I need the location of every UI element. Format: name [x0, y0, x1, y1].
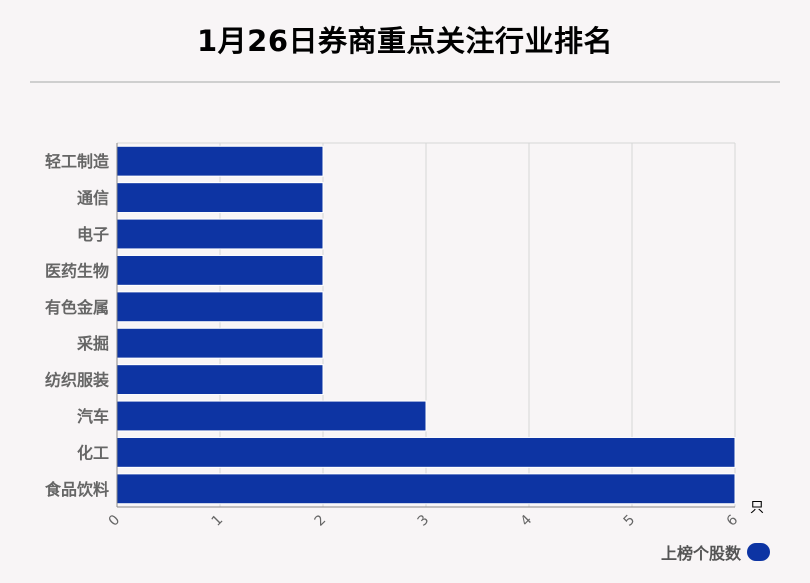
bar-8	[116, 436, 736, 468]
category-label: 医药生物	[45, 261, 109, 280]
legend-swatch	[747, 543, 770, 561]
axes	[116, 143, 735, 508]
legend-label: 上榜个股数	[660, 544, 741, 563]
bars	[116, 145, 736, 505]
category-label: 电子	[77, 225, 109, 244]
x-tick-label: 0	[106, 512, 124, 530]
bar-9	[116, 473, 736, 505]
category-label: 化工	[77, 443, 109, 462]
x-tick-label: 3	[415, 512, 433, 530]
x-tick-label: 2	[312, 512, 330, 530]
bar-3	[116, 254, 324, 286]
category-label: 轻工制造	[45, 152, 110, 171]
title-divider	[30, 81, 780, 83]
category-label: 汽车	[77, 407, 109, 426]
x-tick-label: 5	[621, 512, 639, 530]
category-label: 有色金属	[45, 298, 109, 317]
legend: 上榜个股数	[661, 540, 770, 564]
category-label: 食品饮料	[44, 480, 109, 499]
bar-2	[116, 218, 324, 250]
bar-5	[116, 327, 324, 359]
bar-1	[116, 182, 324, 214]
x-tick-label: 1	[209, 512, 227, 530]
x-unit-label: 只	[750, 500, 764, 516]
category-label: 通信	[77, 189, 109, 208]
bar-7	[116, 400, 427, 432]
x-tick-label: 6	[724, 512, 742, 530]
bar-6	[116, 364, 324, 396]
chart-title: 1月26日券商重点关注行业排名	[196, 24, 614, 58]
category-label: 纺织服装	[45, 371, 109, 390]
bar-4	[116, 291, 324, 323]
category-label: 采掘	[76, 334, 109, 353]
x-tick-label: 4	[518, 512, 536, 530]
bar-0	[116, 145, 324, 177]
